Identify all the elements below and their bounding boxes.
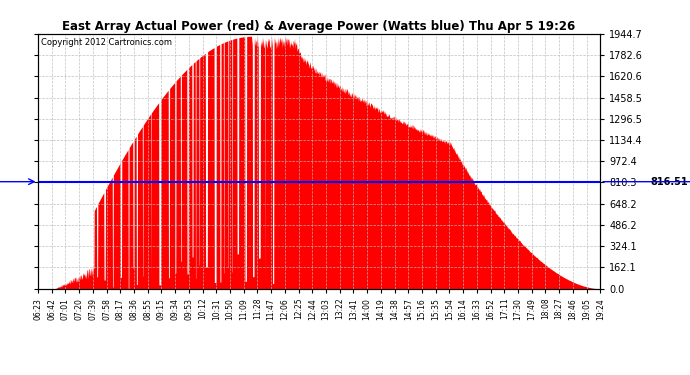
Text: 816.51: 816.51	[650, 177, 688, 187]
Text: Copyright 2012 Cartronics.com: Copyright 2012 Cartronics.com	[41, 38, 172, 46]
Title: East Array Actual Power (red) & Average Power (Watts blue) Thu Apr 5 19:26: East Array Actual Power (red) & Average …	[63, 20, 575, 33]
